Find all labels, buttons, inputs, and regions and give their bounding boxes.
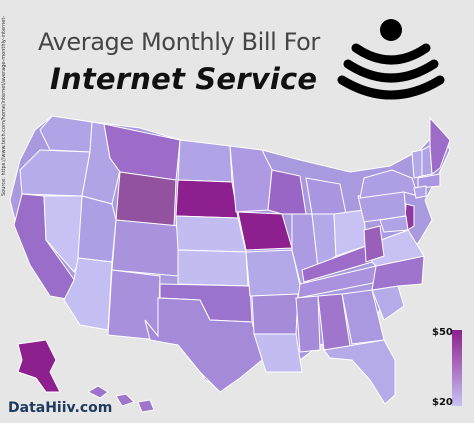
state-wv xyxy=(363,225,385,263)
state-ar xyxy=(251,293,299,335)
state-fl xyxy=(323,339,396,405)
brand-label: DataHiiv.com xyxy=(8,400,113,416)
legend-max-label: $50 xyxy=(432,327,453,338)
state-ks xyxy=(177,249,249,287)
state-wi xyxy=(267,169,307,215)
state-ct xyxy=(413,185,427,199)
title-line-2: Internet Service xyxy=(50,62,318,96)
state-wy xyxy=(115,171,177,227)
wifi-signal-icon xyxy=(337,19,445,100)
state-co xyxy=(111,219,181,277)
state-ma xyxy=(417,173,441,189)
legend-gradient-bar xyxy=(452,330,462,406)
state-az xyxy=(63,257,113,331)
state-wa xyxy=(39,115,93,153)
title-line-1: Average Monthly Bill For xyxy=(38,28,320,56)
state-or xyxy=(19,149,91,197)
state-sd xyxy=(175,179,239,219)
state-tx xyxy=(144,297,263,393)
state-hi xyxy=(86,385,155,413)
state-vt xyxy=(411,149,423,179)
state-la xyxy=(253,333,303,373)
legend-min-label: $20 xyxy=(432,397,453,408)
state-ut xyxy=(77,195,117,263)
state-ne xyxy=(175,215,247,253)
state-nd xyxy=(177,139,233,183)
state-ms xyxy=(295,295,321,353)
state-ak xyxy=(17,339,61,393)
state-md xyxy=(379,215,409,233)
state-me xyxy=(429,116,451,175)
